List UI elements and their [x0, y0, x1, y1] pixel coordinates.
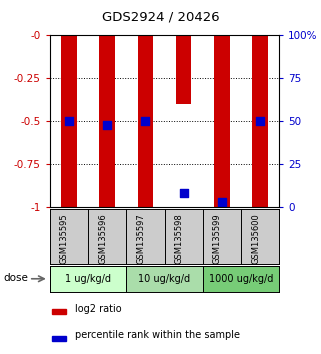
Bar [214, 35, 230, 207]
Bar [176, 35, 191, 104]
Text: GSM135596: GSM135596 [98, 213, 107, 264]
Text: 1000 ug/kg/d: 1000 ug/kg/d [209, 274, 273, 284]
Bar [253, 35, 268, 207]
Bar [126, 266, 203, 292]
Bar [61, 35, 76, 207]
Text: GDS2924 / 20426: GDS2924 / 20426 [102, 11, 219, 24]
Text: GSM135595: GSM135595 [60, 213, 69, 264]
Text: GSM135599: GSM135599 [213, 213, 222, 264]
Bar [100, 35, 115, 207]
Bar [52, 309, 66, 314]
Text: 1 ug/kg/d: 1 ug/kg/d [65, 274, 111, 284]
Point [219, 199, 224, 205]
Bar [52, 336, 66, 341]
Text: 10 ug/kg/d: 10 ug/kg/d [138, 274, 191, 284]
Point [143, 118, 148, 124]
Bar [138, 35, 153, 207]
Bar [203, 266, 279, 292]
Text: GSM135597: GSM135597 [136, 213, 145, 264]
Point [66, 118, 72, 124]
Text: GSM135600: GSM135600 [251, 213, 260, 264]
Text: percentile rank within the sample: percentile rank within the sample [75, 330, 240, 340]
Point [257, 118, 263, 124]
Point [181, 190, 186, 196]
Bar [50, 266, 126, 292]
Text: dose: dose [3, 273, 28, 283]
Point [105, 122, 110, 127]
Text: GSM135598: GSM135598 [175, 213, 184, 264]
Text: log2 ratio: log2 ratio [75, 304, 122, 314]
